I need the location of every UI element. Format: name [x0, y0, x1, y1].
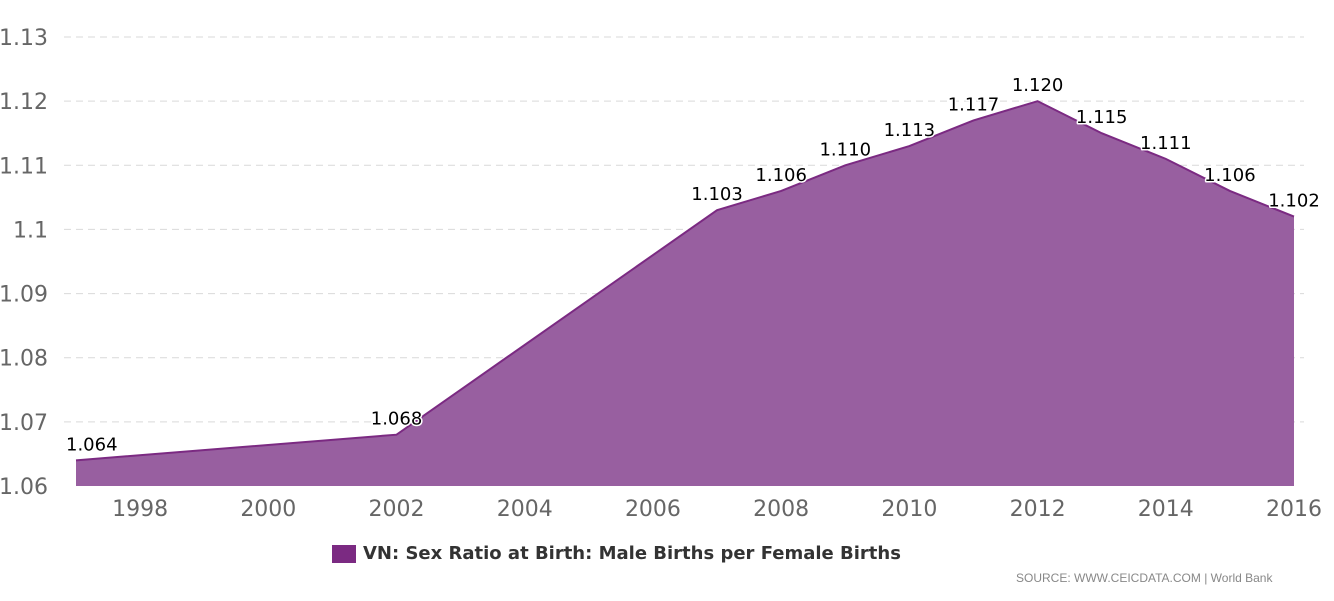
- source-credit: SOURCE: WWW.CEICDATA.COM | World Bank: [1016, 571, 1273, 585]
- x-tick-label: 2006: [625, 497, 681, 522]
- data-label: 1.115: [1076, 107, 1128, 128]
- data-label: 1.064: [66, 434, 118, 455]
- y-tick-label: 1.1: [13, 218, 48, 243]
- y-tick-label: 1.07: [0, 411, 48, 436]
- data-label: 1.120: [1012, 75, 1064, 96]
- data-label: 1.110: [819, 139, 871, 160]
- y-tick-label: 1.13: [0, 26, 48, 51]
- x-tick-label: 2014: [1138, 497, 1194, 522]
- legend-swatch: [332, 544, 356, 563]
- data-label: 1.111: [1140, 133, 1192, 154]
- y-tick-label: 1.09: [0, 283, 48, 308]
- x-tick-label: 2012: [1010, 497, 1066, 522]
- x-axis: 1998 2000 2002 2004 2006 2008 2010 2012 2014 2016: [112, 497, 1322, 522]
- x-tick-label: 1998: [112, 497, 168, 522]
- x-tick-label: 2000: [240, 497, 296, 522]
- x-tick-label: 2004: [497, 497, 553, 522]
- y-tick-label: 1.06: [0, 475, 48, 500]
- y-tick-label: 1.08: [0, 347, 48, 372]
- data-label: 1.103: [691, 184, 743, 205]
- x-tick-label: 2016: [1266, 497, 1322, 522]
- legend-label: VN: Sex Ratio at Birth: Male Births per …: [363, 543, 901, 564]
- data-label: 1.106: [755, 165, 807, 186]
- data-label: 1.113: [884, 120, 936, 141]
- data-label: 1.068: [371, 409, 423, 430]
- legend[interactable]: VN: Sex Ratio at Birth: Male Births per …: [332, 543, 901, 564]
- y-tick-label: 1.12: [0, 90, 48, 115]
- data-label: 1.117: [948, 94, 1000, 115]
- series-line: [75, 100, 1295, 462]
- y-axis: 1.06 1.07 1.08 1.09 1.1 1.11 1.12 1.13: [0, 26, 48, 500]
- area-series: [75, 100, 1295, 487]
- x-tick-label: 2002: [369, 497, 425, 522]
- x-tick-label: 2008: [753, 497, 809, 522]
- y-tick-label: 1.11: [0, 154, 48, 179]
- x-tick-label: 2010: [881, 497, 937, 522]
- data-label: 1.102: [1268, 191, 1320, 212]
- area-fill: [76, 101, 1294, 487]
- data-labels: 1.064 1.068 1.103 1.106 1.110 1.113 1.117 1.120…: [65, 74, 1322, 457]
- data-label: 1.106: [1204, 165, 1256, 186]
